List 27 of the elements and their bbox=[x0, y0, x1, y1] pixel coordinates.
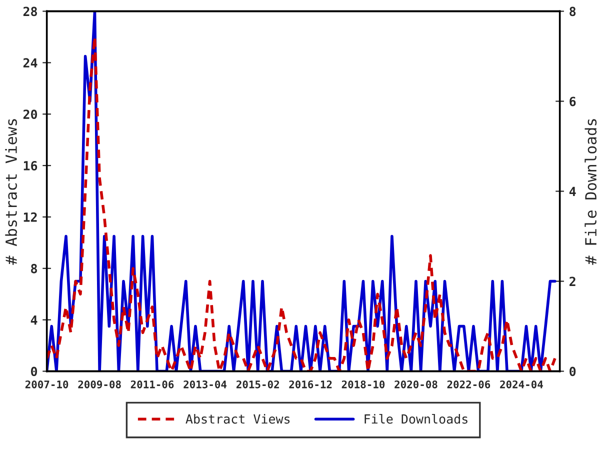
x-tick-label: 2011-06 bbox=[130, 380, 174, 388]
y2-axis-title: # File Downloads bbox=[584, 119, 597, 265]
x-tick-label: 2016-12 bbox=[289, 380, 332, 388]
y-tick-label: 20 bbox=[23, 110, 38, 120]
x-tick-label: 2024-04 bbox=[500, 380, 543, 388]
y2-tick-label: 4 bbox=[569, 186, 576, 196]
y-tick-label: 8 bbox=[31, 264, 37, 274]
x-tick-label: 2007-10 bbox=[25, 380, 68, 388]
y2-tick-label: 6 bbox=[570, 96, 576, 106]
y-tick-label: 0 bbox=[30, 366, 38, 376]
y-tick-label: 24 bbox=[23, 58, 38, 68]
y2-tick-label: 2 bbox=[570, 276, 576, 286]
y-tick-label: 28 bbox=[23, 6, 37, 16]
x-tick-label: 2020-08 bbox=[394, 380, 438, 388]
legend-label: File Downloads bbox=[364, 414, 468, 424]
y-tick-label: 12 bbox=[24, 212, 37, 222]
y-tick-label: 4 bbox=[30, 315, 38, 325]
y-axis-title: # Abstract Views bbox=[5, 119, 17, 265]
y2-tick-label: 8 bbox=[570, 6, 576, 16]
x-tick-label: 2015-02 bbox=[236, 380, 279, 388]
x-tick-label: 2009-08 bbox=[78, 380, 121, 388]
legend-label: Abstract Views bbox=[186, 414, 290, 424]
y2-tick-label: 0 bbox=[570, 366, 576, 376]
x-tick-label: 2022-06 bbox=[447, 380, 490, 388]
x-tick-label: 2013-04 bbox=[184, 380, 226, 388]
x-tick-label: 2018-10 bbox=[342, 380, 385, 388]
y-tick-label: 16 bbox=[24, 161, 38, 170]
